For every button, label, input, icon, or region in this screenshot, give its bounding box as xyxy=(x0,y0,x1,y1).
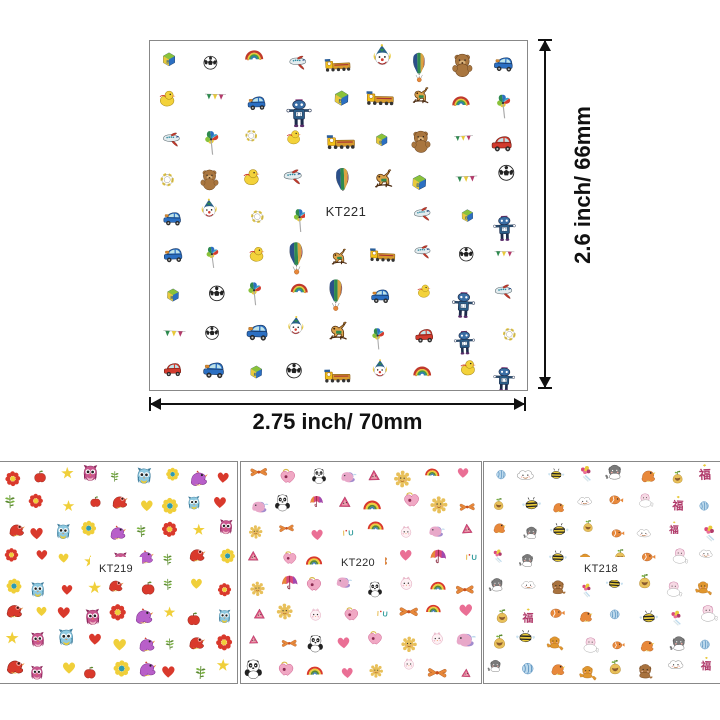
svg-text:KT220: KT220 xyxy=(341,557,375,569)
svg-text:KT219: KT219 xyxy=(99,563,133,575)
svg-text:KT221: KT221 xyxy=(326,204,367,219)
svg-text:KT218: KT218 xyxy=(584,563,618,575)
